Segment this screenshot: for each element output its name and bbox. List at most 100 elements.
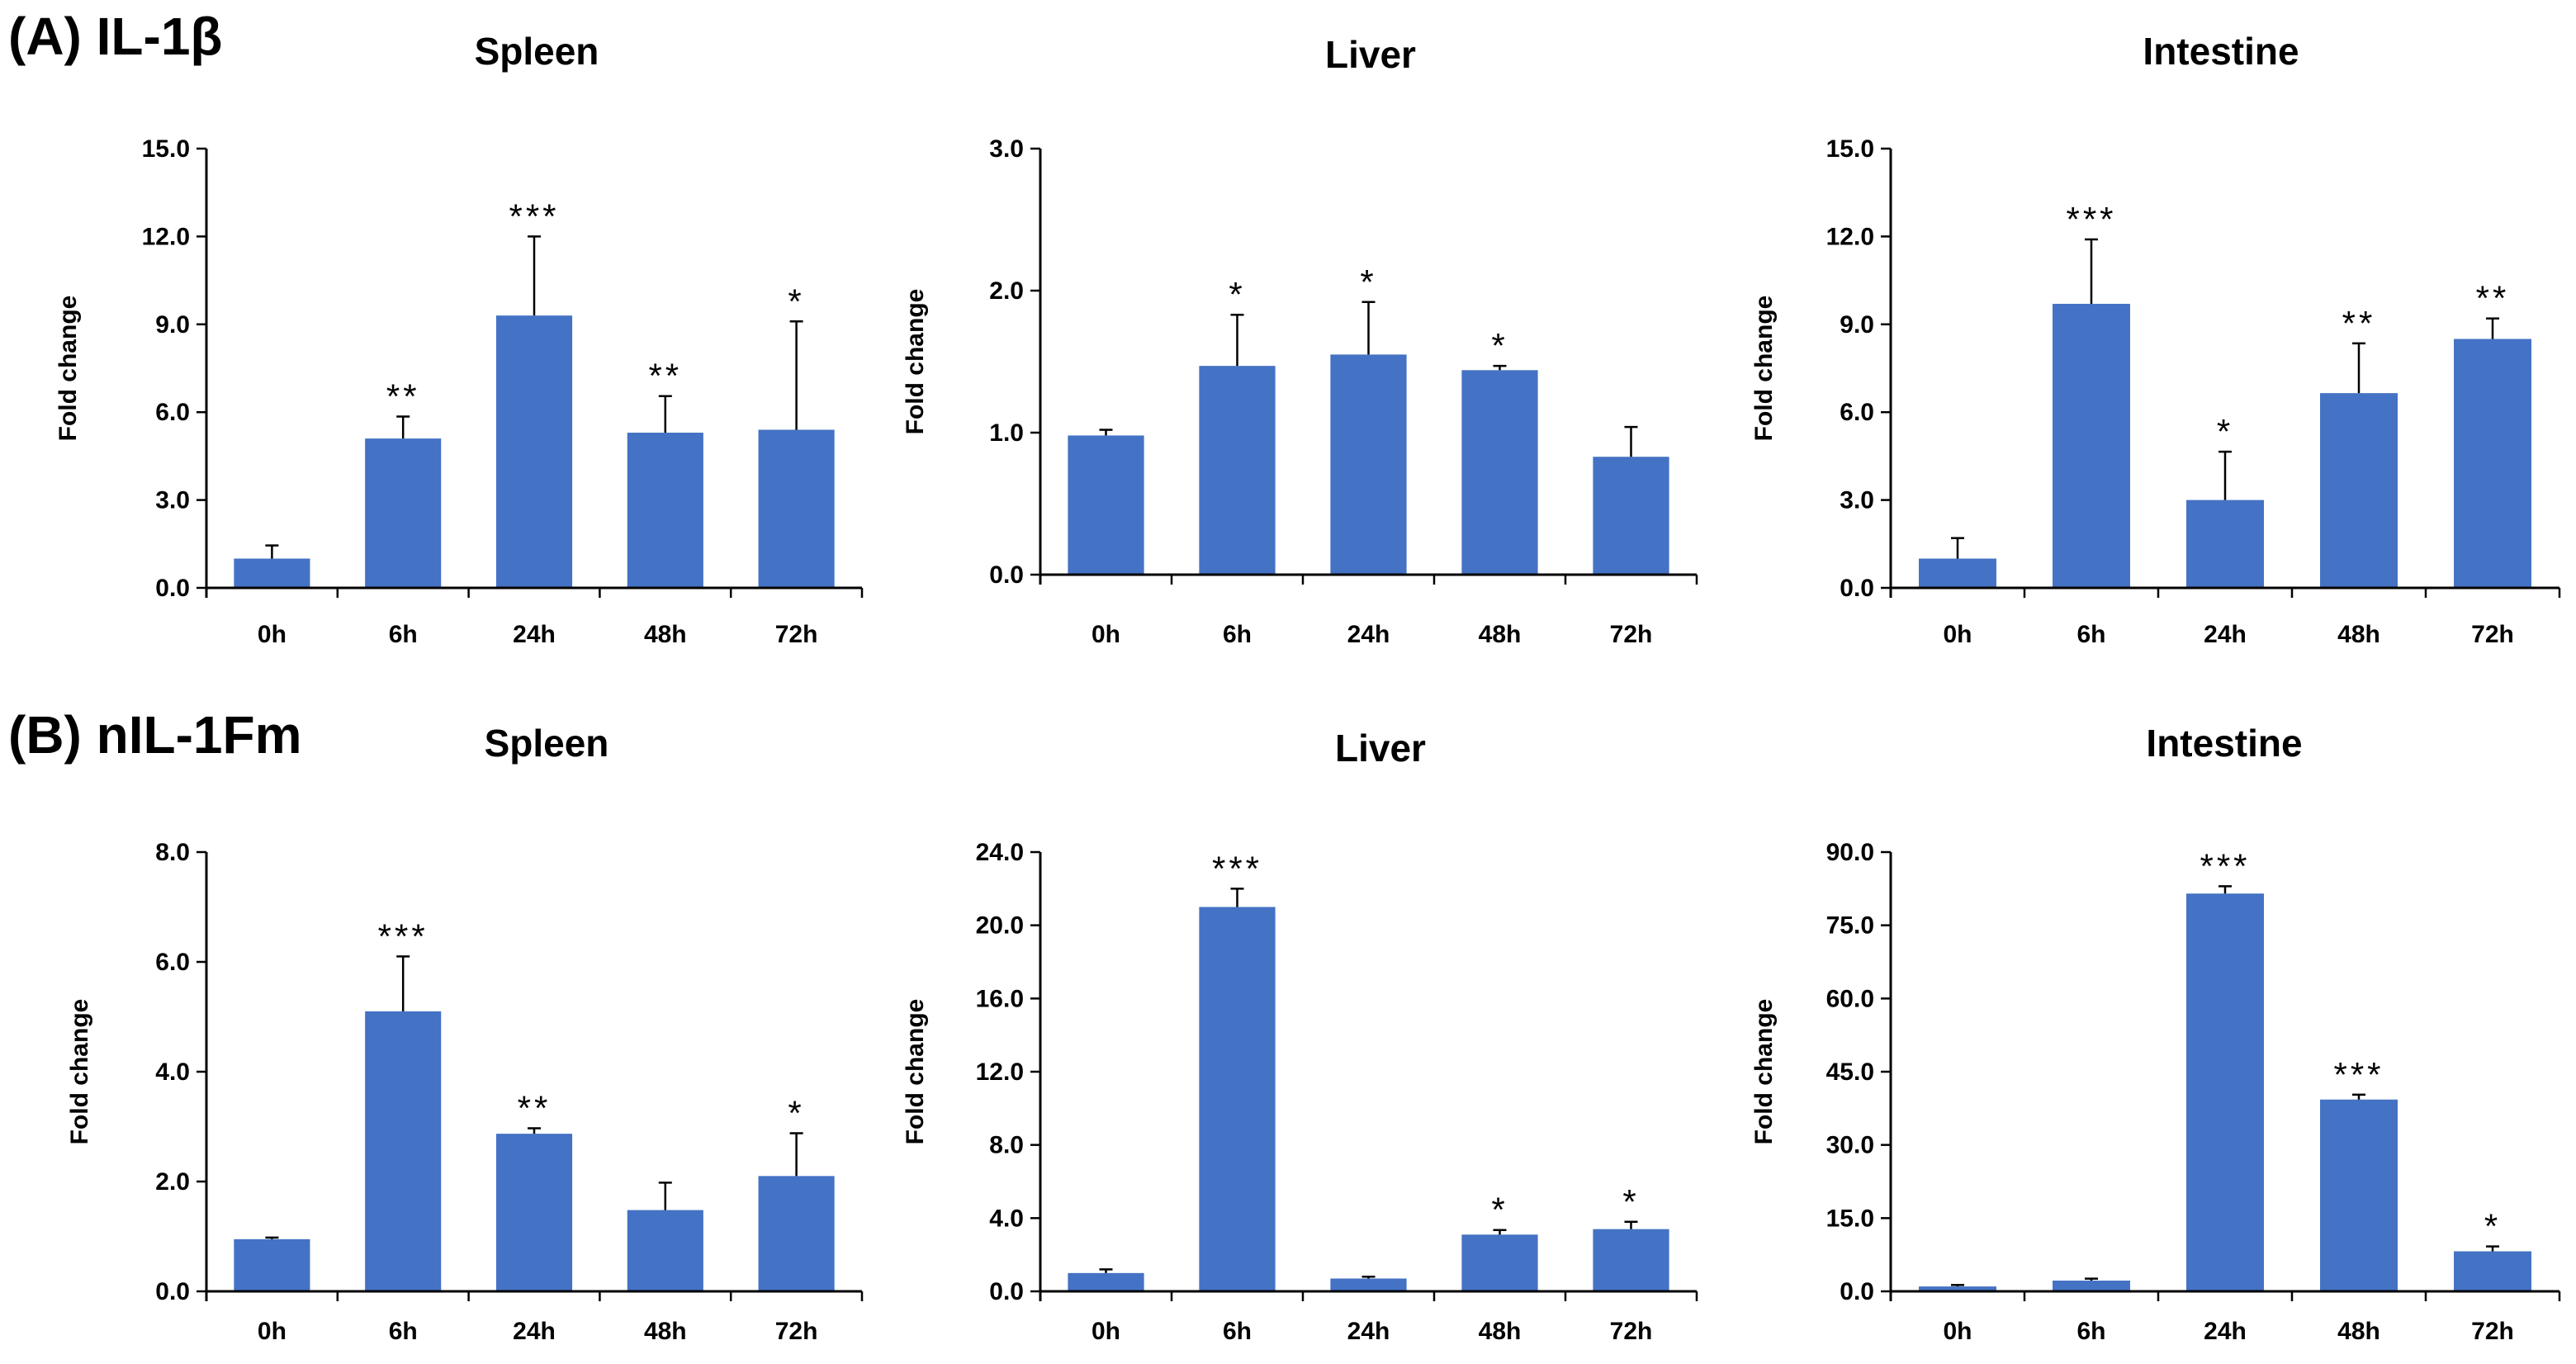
y-axis-label: Fold change [902,999,929,1145]
bar [1330,354,1407,575]
chart-title: Intestine [2146,722,2302,765]
significance-marker: *** [2333,1055,2384,1094]
y-axis-label: Fold change [1750,999,1778,1145]
y-tick-label: 45.0 [1826,1059,1874,1086]
bar [365,438,442,588]
y-tick-label: 8.0 [155,839,190,866]
significance-marker: *** [509,197,559,235]
bar [2186,893,2264,1291]
significance-marker: ** [518,1088,552,1127]
y-tick-label: 75.0 [1826,912,1874,940]
bar [2053,303,2130,588]
panel-b-label: (B) nIL-1Fm [8,705,302,765]
chart-5: Intestine Fold change 0.0 15.0 30.0 45.0 60.0 7… [1750,722,2561,1345]
y-tick-label: 0.0 [989,1278,1024,1305]
significance-marker: * [1360,263,1376,301]
y-tick-label: 8.0 [989,1132,1024,1159]
x-tick-label: 24h [2204,621,2247,648]
bar [495,315,573,588]
y-tick-label: 6.0 [155,949,190,976]
y-axis-label: Fold change [1750,296,1778,442]
x-tick-label: 0h [1091,1318,1120,1345]
chart-1: Liver Fold change 0.0 1.0 2.0 3.0 0h * 6h * 24h * 48… [902,33,1698,648]
y-tick-label: 0.0 [989,561,1024,589]
significance-marker: ** [2476,279,2510,318]
y-tick-label: 0.0 [155,1278,190,1305]
x-tick-label: 24h [513,1318,556,1345]
y-tick-label: 6.0 [155,399,190,426]
y-tick-label: 9.0 [155,311,190,339]
x-tick-label: 72h [1610,621,1653,648]
x-tick-label: 24h [513,621,556,648]
bar [1593,1229,1669,1291]
chart-2: Intestine Fold change 0.0 3.0 6.0 9.0 12.0 15.0… [1750,30,2561,648]
y-tick-label: 3.0 [989,135,1024,163]
x-tick-label: 6h [389,621,418,648]
significance-marker: ** [648,357,682,395]
x-tick-label: 0h [1943,621,1972,648]
y-axis-label: Fold change [54,296,82,442]
y-tick-label: 90.0 [1826,839,1874,866]
bar [2186,500,2264,588]
chart-4: Liver Fold change 0.0 4.0 8.0 12.0 16.0 20.0 24.… [902,727,1698,1345]
bar [627,1210,703,1291]
x-tick-label: 48h [2337,1318,2380,1345]
y-tick-label: 6.0 [1840,399,1874,426]
chart-title: Intestine [2143,30,2299,73]
x-tick-label: 0h [258,1318,286,1345]
y-tick-label: 15.0 [1826,1205,1874,1232]
bar [1330,1278,1407,1291]
x-tick-label: 6h [1223,1318,1252,1345]
x-tick-label: 6h [2076,1318,2105,1345]
significance-marker: * [1491,1191,1508,1229]
significance-marker: *** [2200,846,2250,885]
y-tick-label: 3.0 [155,487,190,514]
panel-a-label: (A) IL-1β [8,7,222,66]
significance-marker: * [1622,1182,1639,1221]
x-tick-label: 6h [2076,621,2105,648]
bar [2320,1099,2398,1291]
significance-marker: * [788,282,804,320]
y-axis-label: Fold change [902,289,929,435]
y-tick-label: 20.0 [976,912,1024,940]
charts-grid: Spleen Fold change 0.0 3.0 6.0 9.0 12.0 15.0 0h *… [54,30,2561,1345]
x-tick-label: 48h [644,621,687,648]
chart-title: Liver [1335,727,1426,770]
chart-title: Spleen [485,722,609,765]
y-tick-label: 3.0 [1840,487,1874,514]
y-tick-label: 0.0 [155,575,190,602]
chart-title: Liver [1325,33,1416,76]
bar [2454,339,2531,588]
significance-marker: * [1491,326,1508,365]
y-tick-label: 2.0 [989,277,1024,305]
y-tick-label: 15.0 [1826,135,1874,163]
bar [627,433,703,588]
significance-marker: ** [2342,304,2376,343]
x-tick-label: 72h [2471,621,2514,648]
bar [365,1011,442,1291]
significance-marker: *** [1212,849,1262,888]
chart-0: Spleen Fold change 0.0 3.0 6.0 9.0 12.0 15.0 0h *… [54,30,864,648]
bar [234,1238,310,1291]
chart-title: Spleen [475,30,599,73]
y-tick-label: 12.0 [142,223,190,250]
x-tick-label: 48h [1479,621,1522,648]
x-tick-label: 24h [1347,621,1390,648]
bar [1199,907,1276,1291]
y-tick-label: 0.0 [1840,575,1874,602]
significance-marker: * [788,1093,804,1132]
bar [2053,1280,2130,1291]
significance-marker: *** [378,916,429,955]
bar [758,1176,835,1291]
bar [2454,1251,2531,1291]
significance-marker: *** [2066,200,2116,239]
bar [1068,1272,1144,1291]
x-tick-label: 0h [258,621,286,648]
significance-marker: * [1229,275,1245,314]
y-axis-label: Fold change [66,999,93,1145]
bar [758,429,835,588]
y-tick-label: 16.0 [976,985,1024,1012]
x-tick-label: 0h [1091,621,1120,648]
y-tick-label: 12.0 [1826,223,1874,250]
